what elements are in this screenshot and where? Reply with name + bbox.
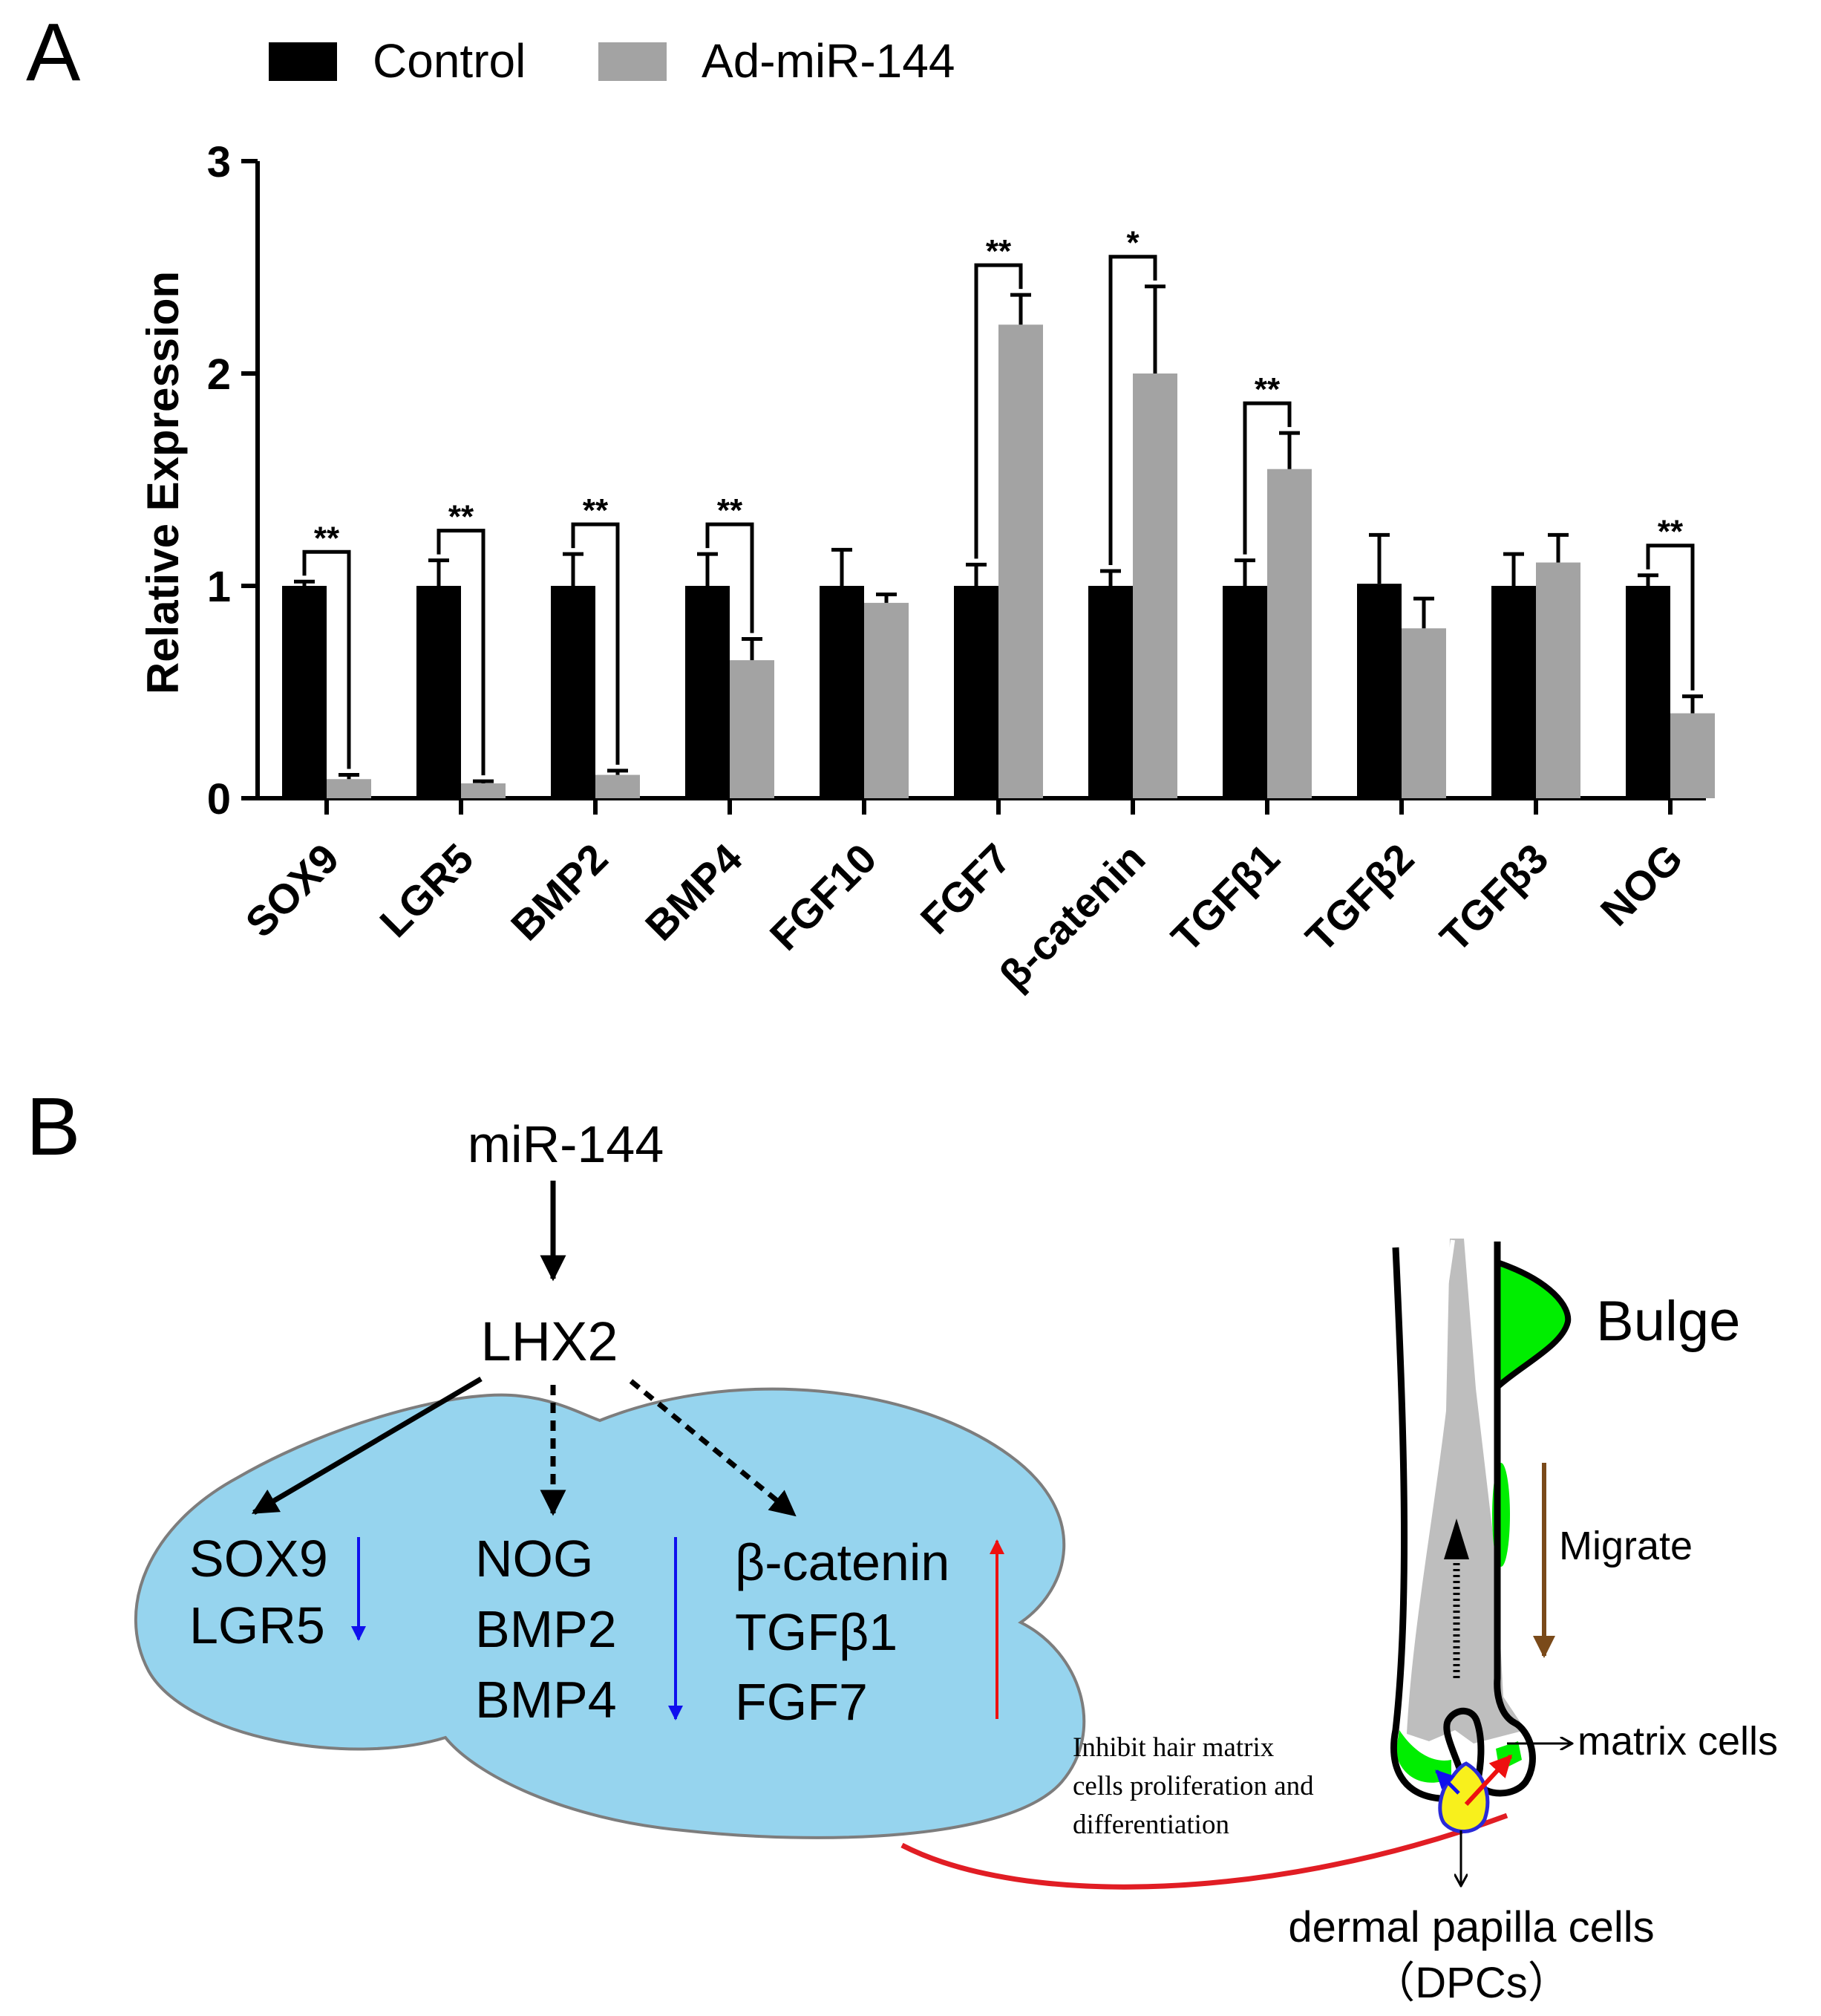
inhibit-text-line2: cells proliferation and <box>1073 1771 1314 1801</box>
bulge-region <box>1494 1258 1572 1394</box>
dpc-red-arrow <box>1464 1754 1513 1807</box>
gene-tgfb1: TGFβ1 <box>735 1603 898 1661</box>
inhibit-text-line3: differentiation <box>1073 1810 1229 1840</box>
bar-control-fgf7 <box>954 586 998 798</box>
bar-ad-mir-144-b-catenin <box>1133 373 1177 798</box>
bar-control-tgfb1 <box>1223 586 1267 798</box>
gene-bmp2: BMP2 <box>475 1600 617 1658</box>
legend-swatch-control <box>269 42 337 81</box>
panel-b-label: B <box>26 1081 80 1172</box>
dpc-abbrev-label: （DPCs） <box>1372 1959 1570 2007</box>
panel-a: A Control Ad-miR-144 Relative Expression… <box>26 7 1715 998</box>
bar-control-bmp4 <box>685 586 730 798</box>
x-tick-label-tgfb2: TGFβ2 <box>1297 835 1423 961</box>
significance-bracket-sox9 <box>302 549 351 769</box>
gene-bmp4: BMP4 <box>475 1671 617 1729</box>
significance-bracket-fgf7 <box>974 263 1023 559</box>
x-tick-label-sox9: SOX9 <box>236 835 347 946</box>
mirna-label: miR-144 <box>468 1115 664 1173</box>
significance-bracket-nog <box>1646 544 1695 691</box>
bar-ad-mir-144-bmp2 <box>595 774 640 798</box>
significance-label-lgr5: ** <box>448 499 474 535</box>
bulge-label: Bulge <box>1596 1290 1740 1353</box>
bar-control-b-catenin <box>1088 586 1133 798</box>
legend-swatch-ad-mir-144 <box>598 42 667 81</box>
hair-follicle-diagram <box>1390 1239 1573 1886</box>
bar-chart-plot: 0 1 2 3 SOX9 ** LGR5 ** BMP2 ** BMP4 ** FGF10 FGF7 ** β… <box>207 138 1715 998</box>
panel-a-label: A <box>26 7 81 98</box>
bar-ad-mir-144-bmp4 <box>730 660 774 798</box>
bar-ad-mir-144-sox9 <box>327 779 371 798</box>
significance-label-tgfb1: ** <box>1255 371 1281 408</box>
lhx2-label: LHX2 <box>480 1311 618 1372</box>
bar-ad-mir-144-lgr5 <box>461 783 506 798</box>
gene-sox9: SOX9 <box>189 1530 328 1588</box>
dpc-blue-arrow <box>1435 1769 1460 1795</box>
y-tick-label-1: 1 <box>207 563 231 611</box>
follicle-outline <box>1390 1242 1536 1802</box>
panel-b: B miR-144 LHX2 SOX9 LGR5 NOG BMP2 BMP4 β… <box>26 1081 1778 2007</box>
bar-control-sox9 <box>282 586 327 798</box>
significance-label-nog: ** <box>1658 514 1684 550</box>
matrix-green-left <box>1396 1730 1451 1783</box>
x-tick-label-bmp2: BMP2 <box>502 835 617 950</box>
significance-label-b-catenin: * <box>1126 225 1140 261</box>
significance-label-fgf7: ** <box>986 233 1012 270</box>
bar-ad-mir-144-tgfb3 <box>1536 562 1580 798</box>
significance-bracket-tgfb1 <box>1243 401 1292 555</box>
y-tick-label-0: 0 <box>207 775 231 823</box>
bar-control-tgfb2 <box>1357 584 1402 798</box>
gene-nog: NOG <box>475 1530 593 1588</box>
y-tick-label-3: 3 <box>207 138 231 186</box>
bar-ad-mir-144-tgfb2 <box>1402 628 1446 798</box>
gene-fgf7: FGF7 <box>735 1673 868 1731</box>
legend: Control Ad-miR-144 <box>269 34 955 88</box>
significance-label-sox9: ** <box>314 520 340 556</box>
lhx2-to-sox9-arrow <box>251 1376 483 1516</box>
gene-beta-catenin: β-catenin <box>735 1533 949 1591</box>
x-tick-label-b-catenin: β-catenin <box>990 835 1154 999</box>
x-tick-label-fgf7: FGF7 <box>912 835 1020 943</box>
legend-label-control: Control <box>373 34 526 88</box>
significance-bracket-lgr5 <box>437 529 486 776</box>
x-tick-label-nog: NOG <box>1592 835 1692 935</box>
inhibition-curve <box>900 1813 1508 1890</box>
significance-bracket-bmp2 <box>571 522 620 765</box>
y-axis-label: Relative Expression <box>138 271 188 694</box>
bar-control-nog <box>1626 586 1670 798</box>
significance-bracket-bmp4 <box>705 522 754 633</box>
bar-control-lgr5 <box>416 586 461 798</box>
migrate-label: Migrate <box>1559 1524 1693 1568</box>
x-tick-label-lgr5: LGR5 <box>370 835 482 946</box>
significance-label-bmp2: ** <box>583 492 609 529</box>
dpc-label: dermal papilla cells <box>1288 1903 1654 1951</box>
legend-label-ad-mir-144: Ad-miR-144 <box>702 34 955 88</box>
bar-control-fgf10 <box>820 586 864 798</box>
significance-label-bmp4: ** <box>717 492 743 529</box>
hair-growth-arrowhead <box>1444 1518 1469 1559</box>
bar-ad-mir-144-fgf10 <box>864 602 909 798</box>
x-tick-label-tgfb3: TGFβ3 <box>1431 835 1557 961</box>
bar-control-bmp2 <box>551 586 595 798</box>
y-tick-label-2: 2 <box>207 350 231 399</box>
bar-ad-mir-144-tgfb1 <box>1267 469 1312 798</box>
bar-ad-mir-144-fgf7 <box>998 324 1043 799</box>
x-tick-label-fgf10: FGF10 <box>761 835 886 959</box>
bar-control-tgfb3 <box>1491 586 1536 798</box>
inhibit-text-line1: Inhibit hair matrix <box>1073 1732 1275 1763</box>
x-tick-label-bmp4: BMP4 <box>636 835 751 950</box>
x-tick-label-tgfb1: TGFβ1 <box>1163 835 1289 961</box>
matrix-cells-label: matrix cells <box>1578 1719 1778 1764</box>
gene-lgr5: LGR5 <box>189 1596 325 1654</box>
significance-bracket-b-catenin <box>1108 255 1157 565</box>
pathway-cloud <box>134 1387 1086 1839</box>
bar-ad-mir-144-nog <box>1670 713 1715 798</box>
